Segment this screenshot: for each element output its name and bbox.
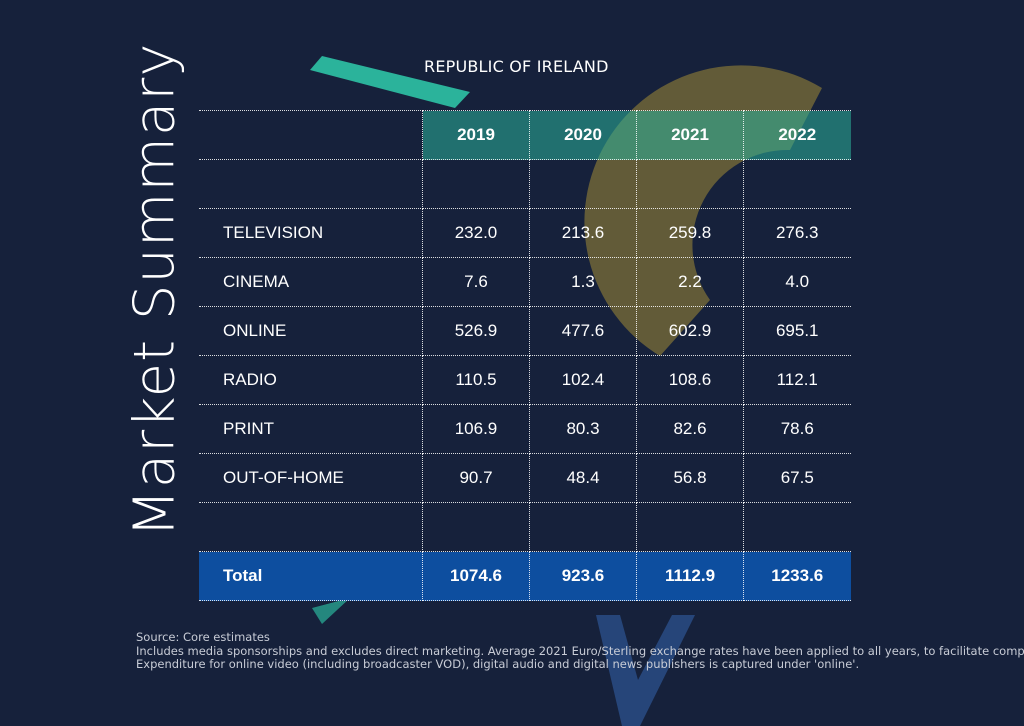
row-label: CINEMA	[199, 257, 423, 307]
blue-chevron-shape	[596, 615, 695, 726]
teal-chevron-shape	[310, 56, 470, 108]
region-subtitle: REPUBLIC OF IRELAND	[424, 57, 609, 76]
table-row: TELEVISION 232.0 213.6 259.8 276.3	[199, 208, 851, 258]
page-title: Market Summary	[122, 42, 188, 538]
cell-value: 4.0	[743, 257, 851, 307]
methodology-note: Includes media sponsorships and excludes…	[136, 643, 1024, 658]
table-row: CINEMA 7.6 1.3 2.2 4.0	[199, 257, 851, 307]
cell-value: 213.6	[529, 208, 637, 258]
cell-value: 477.6	[529, 306, 637, 356]
cell-value: 526.9	[422, 306, 530, 356]
cell-value: 102.4	[529, 355, 637, 405]
cell-value: 80.3	[529, 404, 637, 454]
cell-value: 7.6	[422, 257, 530, 307]
total-row: Total 1074.6 923.6 1112.9 1233.6	[199, 551, 851, 601]
year-header-2019: 2019	[422, 110, 530, 160]
cell-value: 602.9	[636, 306, 744, 356]
row-label: RADIO	[199, 355, 423, 405]
year-header-row: 2019 2020 2021 2022	[199, 110, 851, 160]
cell-value: 48.4	[529, 453, 637, 503]
table-row: ONLINE 526.9 477.6 602.9 695.1	[199, 306, 851, 356]
cell-value: 110.5	[422, 355, 530, 405]
market-summary-table: 2019 2020 2021 2022 TELEVISION 232.0 213…	[199, 110, 851, 601]
cell-value: 108.6	[636, 355, 744, 405]
row-label: ONLINE	[199, 306, 423, 356]
total-label: Total	[199, 551, 423, 601]
cell-value: 276.3	[743, 208, 851, 258]
cell-value: 56.8	[636, 453, 744, 503]
total-value: 1112.9	[636, 551, 744, 601]
cell-value: 1.3	[529, 257, 637, 307]
table-row: PRINT 106.9 80.3 82.6 78.6	[199, 404, 851, 454]
year-header-2020: 2020	[529, 110, 637, 160]
cell-value: 232.0	[422, 208, 530, 258]
row-label: OUT-OF-HOME	[199, 453, 423, 503]
online-note: Expenditure for online video (including …	[136, 657, 860, 671]
table-row: RADIO 110.5 102.4 108.6 112.1	[199, 355, 851, 405]
cell-value: 106.9	[422, 404, 530, 454]
total-value: 1233.6	[743, 551, 851, 601]
table-row: OUT-OF-HOME 90.7 48.4 56.8 67.5	[199, 453, 851, 503]
cell-value: 259.8	[636, 208, 744, 258]
cell-value: 82.6	[636, 404, 744, 454]
cell-value: 90.7	[422, 453, 530, 503]
teal-corner-shape	[312, 598, 350, 624]
cell-value: 78.6	[743, 404, 851, 454]
total-value: 1074.6	[422, 551, 530, 601]
year-header-2022: 2022	[743, 110, 851, 160]
cell-value: 67.5	[743, 453, 851, 503]
spacer-row	[199, 159, 851, 209]
header-corner-cell	[199, 110, 423, 160]
year-header-2021: 2021	[636, 110, 744, 160]
footnotes: Source: Core estimates Includes media sp…	[136, 630, 1024, 672]
cell-value: 695.1	[743, 306, 851, 356]
row-label: PRINT	[199, 404, 423, 454]
spacer-row	[199, 502, 851, 552]
cell-value: 2.2	[636, 257, 744, 307]
total-value: 923.6	[529, 551, 637, 601]
cell-value: 112.1	[743, 355, 851, 405]
row-label: TELEVISION	[199, 208, 423, 258]
source-note: Source: Core estimates	[136, 630, 270, 644]
